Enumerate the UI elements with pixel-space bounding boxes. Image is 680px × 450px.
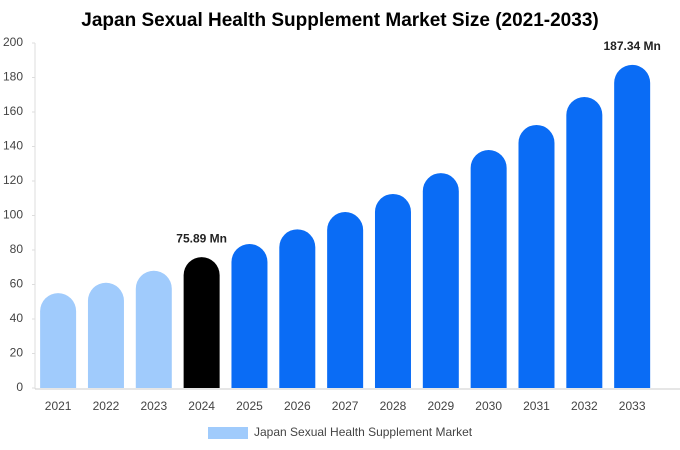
y-tick-label: 140 [3, 139, 23, 153]
y-tick-label: 120 [3, 173, 23, 187]
x-tick-label: 2021 [45, 399, 72, 413]
x-tick-label: 2023 [140, 399, 167, 413]
legend-label: Japan Sexual Health Supplement Market [254, 425, 473, 439]
y-tick-label: 160 [3, 104, 23, 118]
value-label: 75.89 Mn [176, 231, 227, 245]
chart-title: Japan Sexual Health Supplement Market Si… [81, 10, 598, 31]
x-tick-label: 2022 [93, 399, 120, 413]
y-tick-label: 40 [10, 311, 24, 325]
bar [614, 64, 651, 388]
y-tick-label: 20 [10, 346, 24, 360]
bar [327, 212, 364, 388]
bar [183, 257, 220, 388]
bar [518, 124, 555, 388]
x-tick-label: 2026 [284, 399, 311, 413]
y-tick-label: 180 [3, 70, 23, 84]
bar [470, 149, 507, 388]
x-tick-label: 2025 [236, 399, 263, 413]
bar [135, 270, 172, 388]
x-tick-label: 2032 [571, 399, 598, 413]
legend-swatch [208, 427, 248, 439]
x-tick-label: 2030 [475, 399, 502, 413]
bar [566, 96, 603, 389]
y-tick-label: 80 [10, 242, 24, 256]
x-tick-label: 2033 [619, 399, 646, 413]
bar [87, 282, 124, 388]
x-tick-label: 2027 [332, 399, 359, 413]
x-tick-label: 2029 [427, 399, 454, 413]
bar [279, 229, 316, 388]
value-label: 187.34 Mn [603, 39, 660, 53]
bar [374, 193, 411, 388]
y-tick-label: 200 [3, 35, 23, 49]
x-tick-label: 2024 [188, 399, 215, 413]
x-tick-label: 2028 [380, 399, 407, 413]
bar [231, 243, 268, 388]
bar [40, 293, 77, 388]
y-tick-label: 0 [16, 380, 23, 394]
bar [422, 173, 459, 388]
x-tick-label: 2031 [523, 399, 550, 413]
y-tick-label: 100 [3, 208, 23, 222]
y-tick-label: 60 [10, 277, 24, 291]
